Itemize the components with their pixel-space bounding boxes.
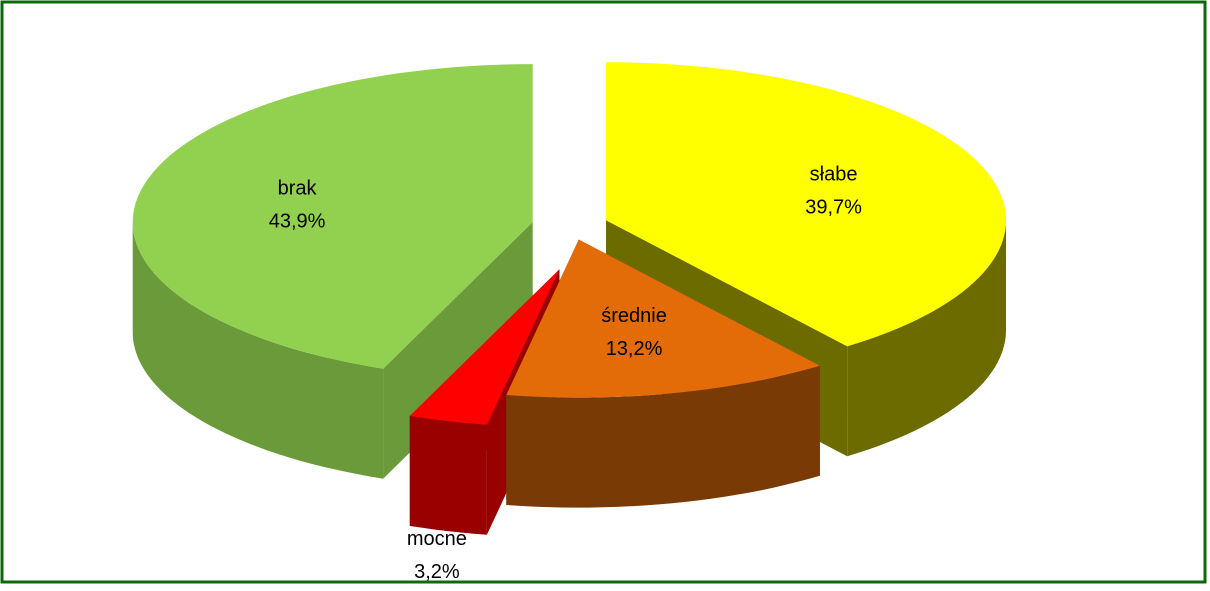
slice-value-label: 3,2% [414,561,460,583]
slice-category-label: brak [278,177,318,199]
slice-value-label: 43,9% [269,210,326,232]
slice-top [506,239,820,398]
pie-slice [506,239,820,508]
slice-value-label: 39,7% [805,196,862,218]
slice-outer-wall [132,222,384,479]
slice-top [606,62,1006,347]
slice-top [409,269,560,425]
slice-category-label: średnie [601,305,667,327]
slice-category-label: mocne [407,528,467,550]
slice-outer-wall [506,365,820,508]
slice-value-label: 13,2% [606,338,663,360]
slice-outer-wall [847,220,1006,457]
slice-outer-wall [409,416,487,535]
slice-top [132,64,533,369]
slice-category-label: słabe [810,163,858,185]
